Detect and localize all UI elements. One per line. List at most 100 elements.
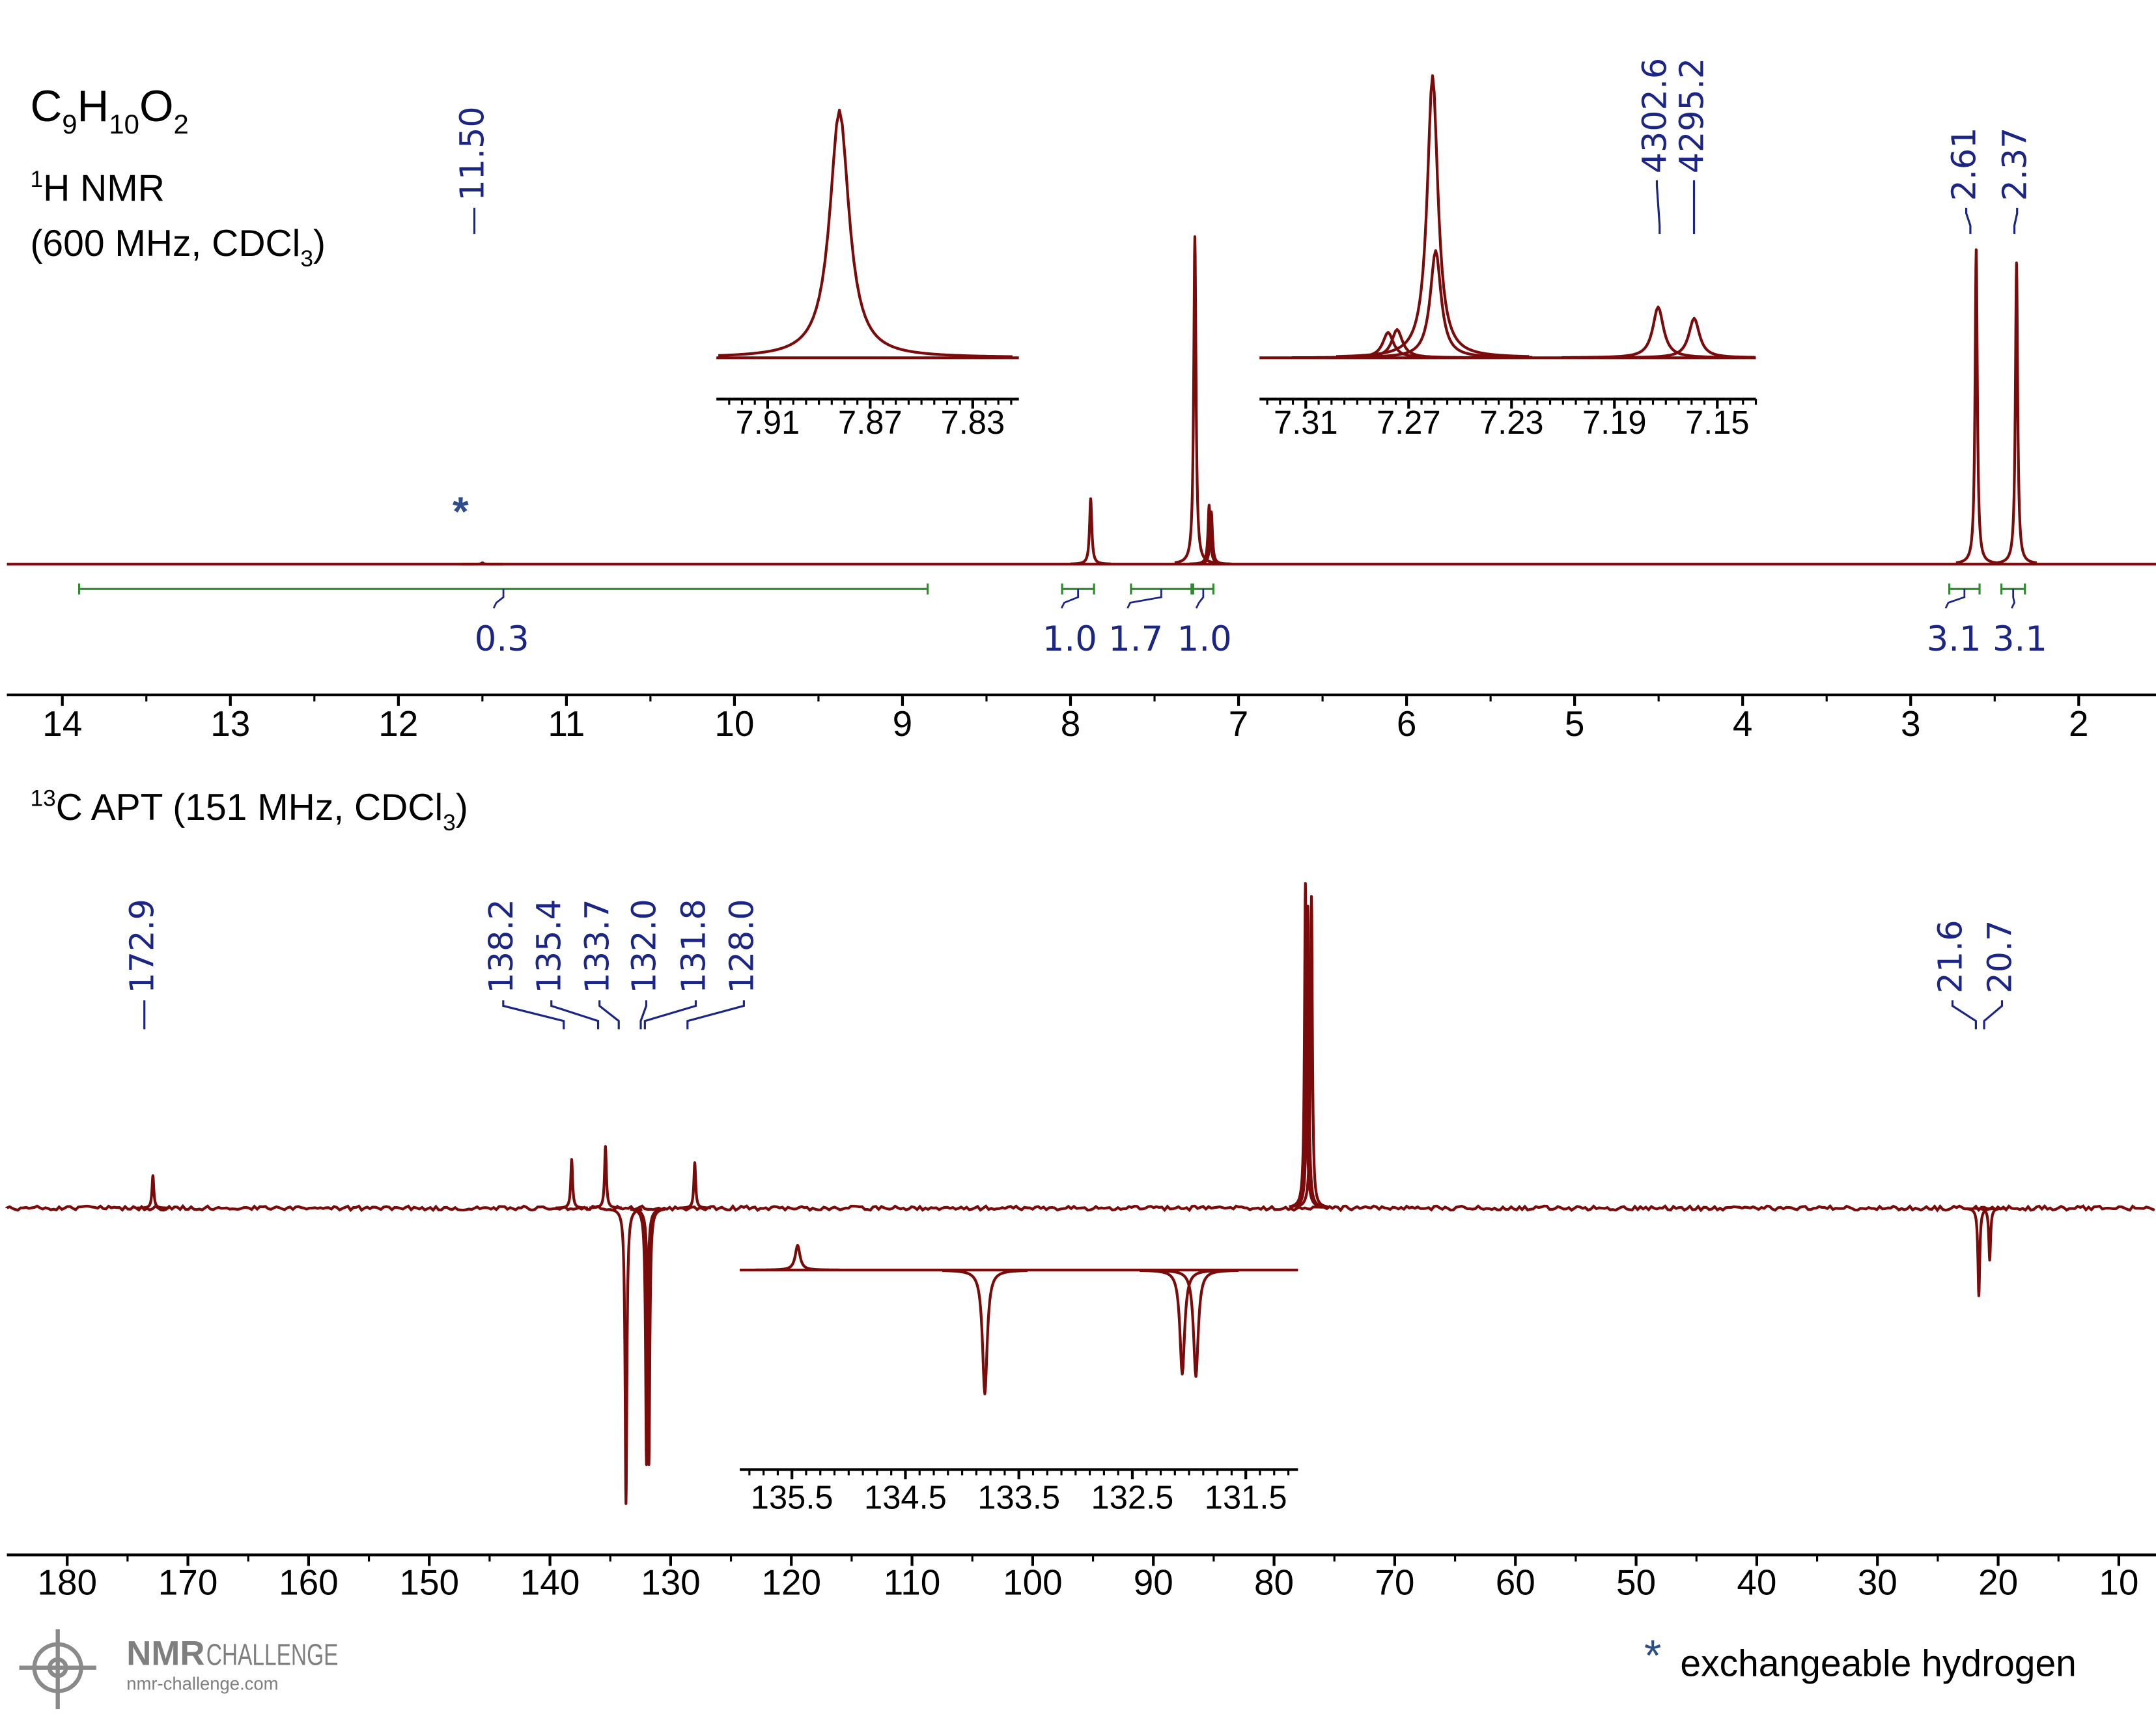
peak <box>1561 305 1755 360</box>
x-tick-label: 160 <box>279 1562 339 1602</box>
x-tick-label: 150 <box>399 1562 459 1602</box>
logo-sub: CHALLENGE <box>206 1637 339 1671</box>
subscript: 10 <box>109 109 139 139</box>
x-tick-label: 70 <box>1375 1562 1414 1602</box>
integral-leader <box>492 589 505 609</box>
text-part: ) <box>313 223 326 264</box>
x-tick-label: 131.5 <box>1205 1478 1287 1516</box>
integral-label: 3.1 <box>1993 619 2047 659</box>
integral-leader <box>1944 589 1966 609</box>
text-part: O <box>139 82 174 131</box>
x-tick-label: 7.27 <box>1377 404 1441 441</box>
peak-label-leader <box>2013 208 2019 234</box>
x-tick-label: 3 <box>1901 703 1921 744</box>
text-part: H NMR <box>43 167 165 209</box>
x-tick-label: 50 <box>1616 1562 1656 1602</box>
peak-label-leader <box>598 1000 620 1030</box>
peak-label: 138.2 <box>482 899 520 993</box>
peak-label-leader <box>550 1000 600 1030</box>
x-tick-label: 14 <box>42 703 82 744</box>
x-tick-label: 132.5 <box>1091 1478 1174 1516</box>
x-tick-label: 7.19 <box>1582 404 1647 441</box>
x-tick-label: 135.5 <box>751 1478 833 1516</box>
h1-title: 1H NMR <box>30 167 164 210</box>
x-tick-label: 120 <box>761 1562 821 1602</box>
x-tick-label: 90 <box>1134 1562 1173 1602</box>
integral-leader <box>1127 589 1162 609</box>
integral-label: 3.1 <box>1927 619 1981 659</box>
formula: C9H10O2 <box>30 82 188 139</box>
peak <box>135 1174 171 1209</box>
text-part: (600 MHz, CDCl <box>30 223 300 264</box>
peak <box>1336 74 1530 358</box>
x-tick-label: 60 <box>1496 1562 1535 1602</box>
peak <box>942 1269 1028 1396</box>
c13-title: 13C APT (151 MHz, CDCl3) <box>30 786 468 836</box>
peak-label-leader <box>1965 208 1972 234</box>
peak-label: 132.0 <box>624 899 663 993</box>
note: exchangeable hydrogen <box>1680 1642 2077 1684</box>
peak-label: 20.7 <box>1981 920 2019 994</box>
x-tick-label: 4 <box>1733 703 1753 744</box>
baseline <box>5 1204 2155 1213</box>
peak <box>461 561 504 566</box>
peak <box>1955 248 1998 565</box>
text-part: C APT (151 MHz, CDCl <box>56 787 443 828</box>
peak <box>1300 328 1494 360</box>
logo-name: NMR <box>126 1634 204 1672</box>
x-tick-label: 110 <box>884 1562 941 1602</box>
peak-label: 21.6 <box>1931 920 1969 994</box>
x-tick-label: 10 <box>2099 1562 2138 1602</box>
x-tick-label: 6 <box>1397 703 1417 744</box>
x-tick-label: 133.5 <box>977 1478 1060 1516</box>
peak-label: 4295.2 <box>1673 58 1711 173</box>
x-tick-label: 7.23 <box>1479 404 1544 441</box>
x-tick-label: 7.83 <box>941 404 1005 441</box>
peak-label: 135.4 <box>530 899 568 993</box>
peak <box>1173 235 1216 565</box>
exchangeable-marker: * <box>453 489 469 535</box>
x-tick-label: 80 <box>1254 1562 1294 1602</box>
peak-label: 128.0 <box>722 899 761 993</box>
x-tick-label: 30 <box>1858 1562 1897 1602</box>
peak-label: 131.8 <box>674 899 712 993</box>
peak <box>754 1243 841 1272</box>
peak-label: 11.50 <box>453 106 492 201</box>
subscript: 3 <box>443 810 456 836</box>
peak-label: 133.7 <box>578 899 617 993</box>
peak-label-leader <box>643 1000 697 1030</box>
peak <box>631 1207 667 1467</box>
x-tick-label: 130 <box>641 1562 701 1602</box>
x-tick-label: 8 <box>1061 703 1081 744</box>
h1-conditions: (600 MHz, CDCl3) <box>30 223 326 272</box>
integral-leader <box>1060 589 1079 609</box>
peak <box>1961 1207 1996 1297</box>
supscript: 1 <box>30 167 43 192</box>
x-tick-label: 180 <box>37 1562 97 1602</box>
text-part: ) <box>456 787 468 828</box>
x-tick-label: 10 <box>714 703 754 744</box>
x-tick-label: 134.5 <box>864 1478 947 1516</box>
logo <box>19 1629 96 1710</box>
peak-label-leader <box>502 1000 565 1030</box>
peak <box>1972 1207 2008 1262</box>
x-tick-label: 7.15 <box>1685 404 1750 441</box>
integral-leader <box>1195 589 1205 609</box>
x-tick-label: 5 <box>1565 703 1585 744</box>
x-tick-label: 170 <box>158 1562 218 1602</box>
subscript: 3 <box>300 246 313 272</box>
peak <box>1597 317 1756 360</box>
integral-label: 1.0 <box>1177 619 1232 659</box>
text-part: C <box>30 82 62 131</box>
peak-label-leader <box>1983 1000 2004 1030</box>
peak <box>1995 261 2038 565</box>
x-tick-label: 140 <box>520 1562 580 1602</box>
peak <box>1153 1269 1239 1378</box>
x-tick-label: 9 <box>893 703 913 744</box>
x-tick-label: 7.31 <box>1274 404 1338 441</box>
peak <box>1339 249 1532 359</box>
x-tick-label: 40 <box>1737 1562 1776 1602</box>
peak <box>718 108 1013 358</box>
